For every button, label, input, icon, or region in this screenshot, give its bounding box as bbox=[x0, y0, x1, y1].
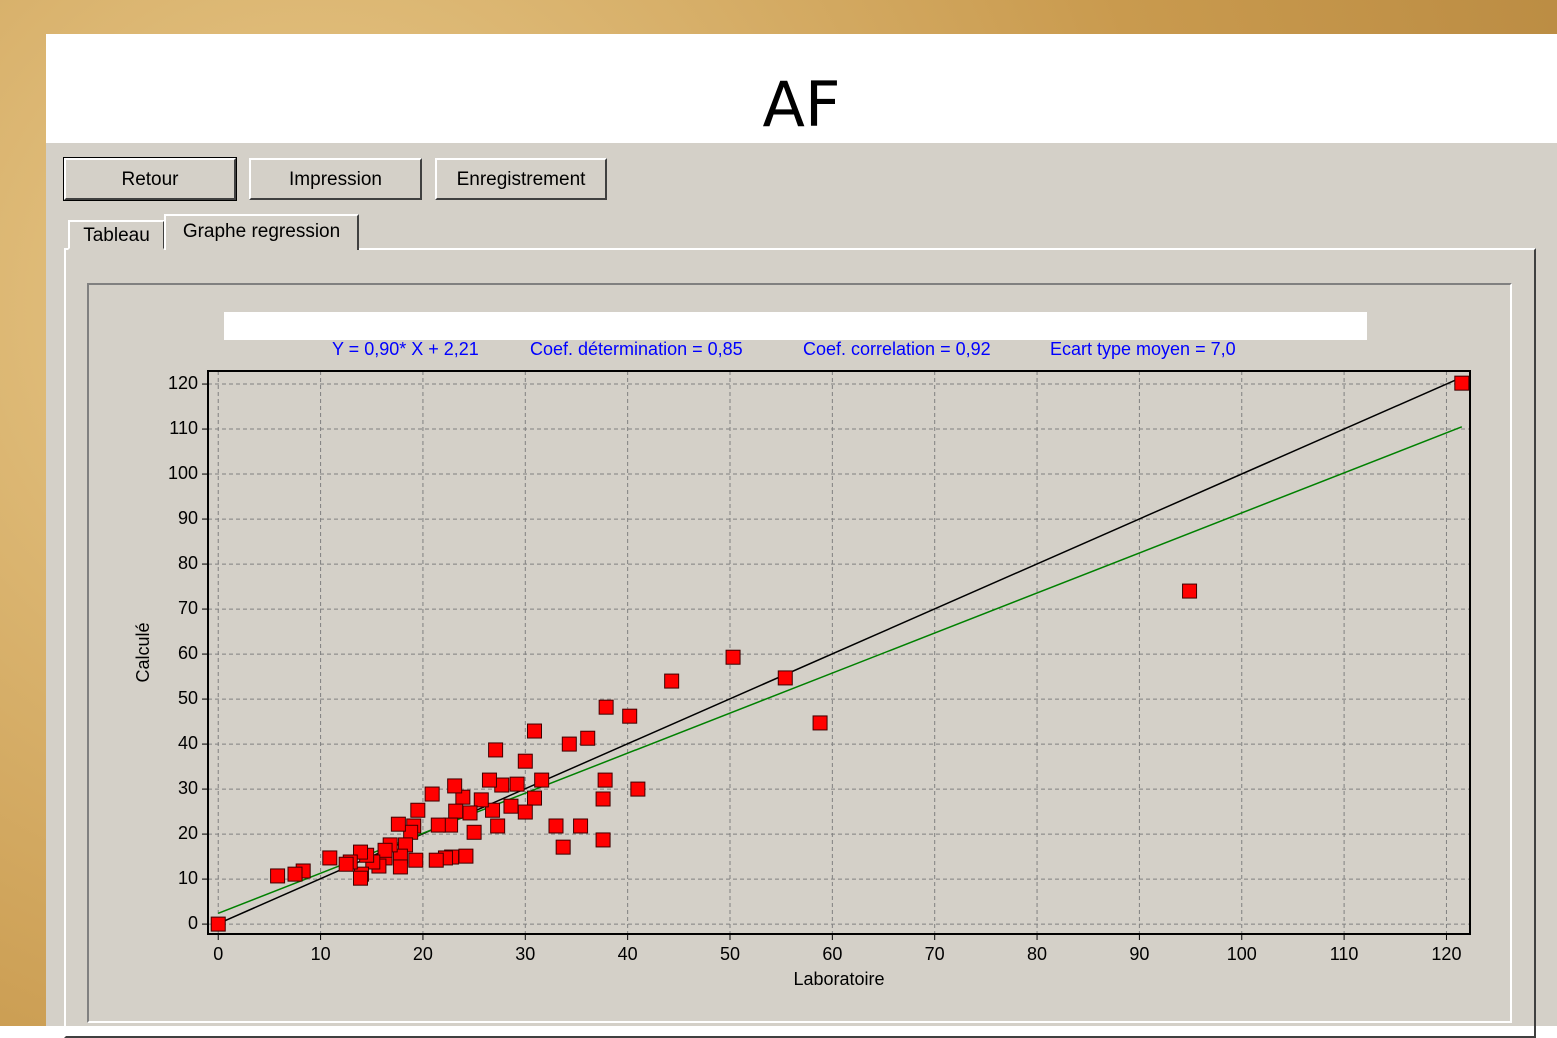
point bbox=[598, 773, 612, 787]
point bbox=[339, 857, 353, 871]
y-tick-label: 110 bbox=[169, 418, 198, 438]
legend-box bbox=[224, 312, 1367, 340]
annotation: Coef. détermination = 0,85 bbox=[530, 339, 743, 359]
y-axis-label: Calculé bbox=[133, 622, 153, 682]
annotation: Coef. correlation = 0,92 bbox=[803, 339, 991, 359]
point bbox=[599, 700, 613, 714]
point bbox=[489, 743, 503, 757]
point bbox=[510, 777, 524, 791]
point bbox=[549, 819, 563, 833]
point bbox=[631, 782, 645, 796]
point bbox=[504, 799, 518, 813]
point bbox=[596, 792, 610, 806]
point bbox=[778, 671, 792, 685]
point bbox=[581, 731, 595, 745]
x-tick-label: 70 bbox=[925, 944, 945, 964]
point bbox=[562, 737, 576, 751]
point bbox=[391, 817, 405, 831]
point bbox=[813, 716, 827, 730]
y-tick-label: 40 bbox=[178, 733, 198, 753]
point bbox=[323, 851, 337, 865]
point bbox=[409, 853, 423, 867]
point bbox=[535, 773, 549, 787]
x-tick-label: 0 bbox=[213, 944, 223, 964]
point bbox=[354, 871, 368, 885]
y-tick-label: 20 bbox=[178, 823, 198, 843]
x-tick-label: 50 bbox=[720, 944, 740, 964]
x-tick-label: 60 bbox=[822, 944, 842, 964]
point bbox=[448, 779, 462, 793]
y-tick-label: 70 bbox=[178, 598, 198, 618]
point bbox=[623, 709, 637, 723]
point bbox=[393, 860, 407, 874]
y-tick-label: 60 bbox=[178, 643, 198, 663]
point bbox=[429, 853, 443, 867]
point bbox=[596, 833, 610, 847]
x-tick-label: 30 bbox=[515, 944, 535, 964]
point bbox=[425, 787, 439, 801]
annotation: Y = 0,90* X + 2,21 bbox=[332, 339, 479, 359]
point bbox=[518, 805, 532, 819]
x-tick-label: 80 bbox=[1027, 944, 1047, 964]
y-tick-label: 100 bbox=[168, 463, 198, 483]
chart: 0 10 20 30 40 50 60 70 80 90 100 110 120 0 10 20 30 40 50 6… bbox=[0, 0, 1557, 1026]
point bbox=[491, 819, 505, 833]
point bbox=[467, 825, 481, 839]
point bbox=[556, 840, 570, 854]
point bbox=[665, 674, 679, 688]
y-tick-label: 10 bbox=[178, 868, 198, 888]
x-tick-label: 110 bbox=[1330, 944, 1359, 964]
point bbox=[574, 819, 588, 833]
annotation: Ecart type moyen = 7,0 bbox=[1050, 339, 1236, 359]
point bbox=[518, 754, 532, 768]
point bbox=[288, 867, 302, 881]
point bbox=[726, 650, 740, 664]
point bbox=[1183, 584, 1197, 598]
x-tick-label: 40 bbox=[618, 944, 638, 964]
x-axis-label: Laboratoire bbox=[793, 969, 884, 989]
y-tick-label: 50 bbox=[178, 688, 198, 708]
x-tick-label: 20 bbox=[413, 944, 433, 964]
point bbox=[474, 793, 488, 807]
x-tick-label: 120 bbox=[1431, 944, 1461, 964]
point bbox=[431, 818, 445, 832]
screen: AF Retour Impression Enregistrement Tabl… bbox=[0, 0, 1557, 1026]
point bbox=[482, 773, 496, 787]
x-tick-label: 100 bbox=[1227, 944, 1257, 964]
point bbox=[1455, 376, 1469, 390]
y-tick-label: 80 bbox=[178, 553, 198, 573]
point bbox=[449, 804, 463, 818]
point bbox=[463, 806, 477, 820]
point bbox=[411, 803, 425, 817]
point bbox=[271, 869, 285, 883]
point bbox=[528, 791, 542, 805]
y-tick-label: 30 bbox=[178, 778, 198, 798]
point bbox=[211, 917, 225, 931]
point bbox=[528, 724, 542, 738]
x-tick-label: 10 bbox=[311, 944, 331, 964]
point bbox=[459, 849, 473, 863]
y-tick-label: 90 bbox=[178, 508, 198, 528]
y-tick-label: 0 bbox=[188, 913, 198, 933]
y-tick-label: 120 bbox=[168, 373, 198, 393]
x-tick-label: 90 bbox=[1129, 944, 1149, 964]
